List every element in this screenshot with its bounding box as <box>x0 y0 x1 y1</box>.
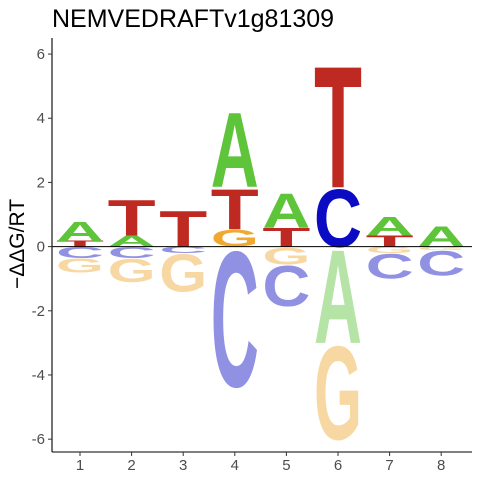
glyph-neg7-C: C <box>366 247 414 286</box>
glyph-pos4-A: A <box>211 90 259 210</box>
glyph-pos1-T: T <box>56 239 104 248</box>
x-tick-label: 4 <box>231 457 239 474</box>
chart-title: NEMVEDRAFTv1g81309 <box>52 5 334 33</box>
glyph-pos6-C: C <box>314 172 362 264</box>
glyph-pos6-T: T <box>314 30 362 225</box>
y-tick-label: -2 <box>32 303 45 320</box>
glyph-pos4-G: G <box>211 225 259 252</box>
glyph-pos3-T: T <box>159 201 207 258</box>
glyph-pos8-A: A <box>417 221 465 253</box>
x-tick-label: 2 <box>127 457 135 474</box>
glyph-pos7-T: T <box>366 233 414 250</box>
glyph-neg2-G: G <box>108 252 156 290</box>
glyph-neg6-A: A <box>314 223 362 372</box>
x-tick-label: 6 <box>334 457 342 474</box>
glyph-pos7-A: A <box>366 211 414 241</box>
glyph-neg3-C: C <box>159 245 207 255</box>
glyph-pos5-A: A <box>262 184 310 239</box>
glyph-neg4-C: C <box>211 211 259 428</box>
glyph-neg1-G: G <box>56 254 104 277</box>
y-axis-label: −ΔΔG/RT <box>6 199 29 289</box>
y-tick-label: -4 <box>32 367 45 384</box>
glyph-pos2-A: A <box>108 233 156 250</box>
glyph-neg5-C: C <box>262 255 310 319</box>
glyph-pos5-T: T <box>262 223 310 253</box>
y-tick-label: -6 <box>32 431 45 448</box>
glyph-neg8-G: G <box>417 246 465 251</box>
glyph-neg6-G: G <box>314 320 362 469</box>
y-tick-label: 4 <box>37 110 45 127</box>
glyph-neg2-C: C <box>108 244 156 261</box>
glyph-pos4-T: T <box>211 177 259 242</box>
glyph-neg1-C: C <box>56 244 104 261</box>
axis-layer: -6 -4 -2 0 2 4 6 1 2 3 4 5 6 7 8 <box>32 38 472 474</box>
x-tick-label: 7 <box>385 457 393 474</box>
y-tick-label: 2 <box>37 174 45 191</box>
x-tick-label: 1 <box>76 457 84 474</box>
x-tick-label: 5 <box>282 457 290 474</box>
glyph-pos1-A: A <box>56 216 104 247</box>
y-tick-label: 0 <box>37 239 45 256</box>
glyph-pos2-T: T <box>108 190 156 247</box>
glyph-neg8-C: C <box>417 244 465 283</box>
x-tick-label: 8 <box>437 457 445 474</box>
glyph-neg7-G: G <box>366 245 414 255</box>
y-tick-label: 6 <box>37 46 45 63</box>
x-tick-label: 3 <box>179 457 187 474</box>
glyph-neg3-G: G <box>159 244 207 303</box>
